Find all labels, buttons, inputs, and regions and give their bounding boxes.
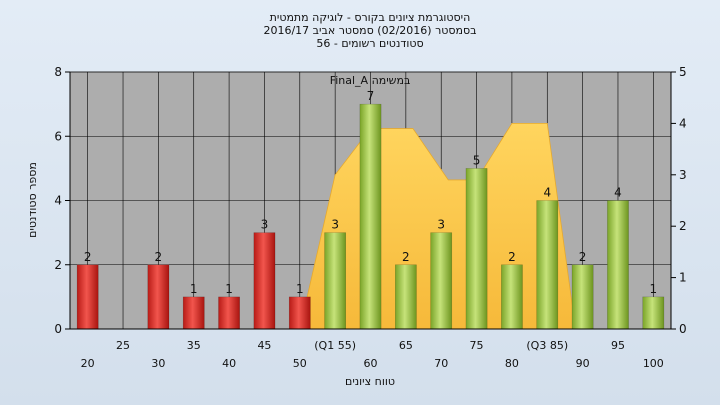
x-tick-label-lower: 100 [643,357,664,370]
y2-tick-label: 4 [679,116,687,130]
y-tick-label: 8 [54,65,62,79]
x-tick-label-lower: 30 [151,357,165,370]
x-tick-label-lower: 70 [434,357,448,370]
y-axis-label: מספר סטודנטים [26,162,39,238]
bar-value-label: 5 [473,153,481,167]
chart-title-line-2: בסמסטר (02/2016) סמסטר אביב 2016/17 [263,24,476,37]
bar-value-label: 3 [331,218,339,232]
x-tick-label-lower: 60 [364,357,378,370]
x-tick-label-upper: 25 [116,339,130,352]
x-axis-label: טווח ציונים [345,375,395,388]
red-bar-45 [253,232,276,330]
x-tick-label-upper: (Q3 85) [526,339,568,352]
bar-value-label: 2 [84,250,92,264]
bar-value-label: 4 [543,186,551,200]
bar-value-label: 2 [402,250,410,264]
x-tick-label-upper: 45 [257,339,271,352]
bar-value-label: 3 [261,218,269,232]
bar-value-label: 4 [614,186,622,200]
green-bar-85 [536,200,559,330]
y2-tick-label: 0 [679,322,687,336]
y-tick-label: 6 [54,129,62,143]
y2-tick-label: 3 [679,168,687,182]
bar-value-label: 1 [225,282,233,296]
x-tick-label-upper: 35 [187,339,201,352]
x-tick-label-lower: 20 [81,357,95,370]
chart-title-line-3: סטודנטים רשומים - 56 [316,37,423,50]
area-series-name: Final_A במשימה [330,74,411,87]
y2-tick-label: 1 [679,271,687,285]
red-bar-50 [288,296,311,330]
x-tick-label-lower: 40 [222,357,236,370]
red-bar-35 [182,296,205,330]
bar-value-label: 3 [437,218,445,232]
x-tick-label-lower: 80 [505,357,519,370]
bar-value-label: 2 [155,250,163,264]
y-tick-label: 4 [54,194,62,208]
y-tick-label: 2 [54,258,62,272]
x-tick-label-upper: 65 [399,339,413,352]
y2-tick-label: 2 [679,219,687,233]
green-bar-80 [501,264,523,330]
x-tick-label-upper: 95 [611,339,625,352]
bar-value-label: 1 [650,282,658,296]
bar-value-label: 1 [296,282,304,296]
green-bar-100 [642,296,665,330]
green-bar-55 [324,232,347,330]
chart-title-line-1: היסטוגרמת ציונים בקורס - לוגיקה מתמטית [270,11,471,24]
y-tick-label: 0 [54,322,62,336]
x-tick-label-upper: (Q1 55) [314,339,356,352]
red-bar-20 [76,264,99,330]
x-tick-label-lower: 50 [293,357,307,370]
green-bar-95 [607,200,629,330]
green-bar-60 [359,103,382,330]
green-bar-75 [465,168,488,330]
green-bar-65 [394,264,417,330]
bar-value-label: 7 [367,89,375,103]
red-bar-30 [147,264,170,330]
bars [76,103,665,330]
green-bar-90 [571,264,594,330]
x-tick-label-upper: 75 [470,339,484,352]
x-tick-label-lower: 90 [576,357,590,370]
bar-value-label: 1 [190,282,198,296]
y2-tick-label: 5 [679,65,687,79]
bar-labels: 2 2 1 1 3 1 3 7 2 3 5 2 4 2 4 1 [84,89,657,296]
bar-value-label: 2 [508,250,516,264]
bar-value-label: 2 [579,250,587,264]
red-bar-40 [218,296,240,330]
green-bar-70 [430,232,453,330]
